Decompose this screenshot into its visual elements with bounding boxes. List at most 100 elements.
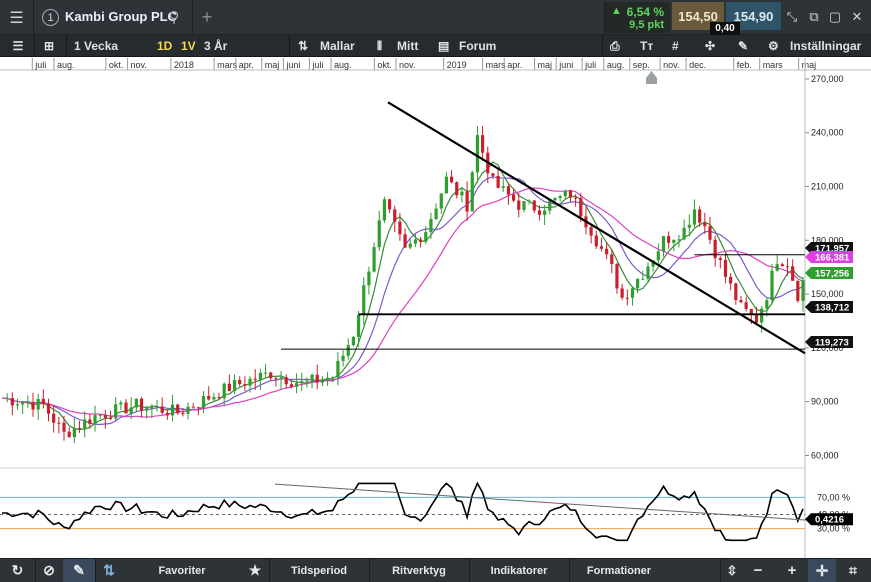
search-icon[interactable]: ⚲ xyxy=(168,9,180,26)
candle-body xyxy=(31,402,35,410)
star-icon[interactable]: ★ xyxy=(248,562,262,578)
x-tick-label: juni xyxy=(558,60,573,70)
candle-body xyxy=(698,209,702,223)
candle-body xyxy=(729,276,733,284)
print-icon[interactable]: ⎙ xyxy=(610,38,620,53)
spread-value: 0,40 xyxy=(710,22,740,35)
zoom-out-icon[interactable]: − xyxy=(753,562,763,579)
pen-icon[interactable]: ✎ xyxy=(63,559,95,582)
x-tick-label: mars xyxy=(217,60,237,70)
x-tick-label: maj xyxy=(538,60,553,70)
x-tick-label: okt. xyxy=(377,60,392,70)
templates-button[interactable]: Mallar xyxy=(320,39,355,53)
range-select[interactable]: 3 År xyxy=(204,39,228,53)
up-arrow-icon: ▲ xyxy=(611,5,622,17)
horizontal-lines[interactable] xyxy=(281,254,805,350)
drawing-tools-button[interactable]: Ritverktyg xyxy=(392,564,446,577)
list-icon[interactable]: ☰ xyxy=(12,39,24,53)
candle-body xyxy=(170,404,175,416)
period-button[interactable]: Tidsperiod xyxy=(290,564,348,577)
candle-body xyxy=(263,372,268,374)
price-label-text: 157,256 xyxy=(815,269,849,280)
candle-body xyxy=(217,397,221,399)
candle-body xyxy=(403,234,407,248)
settings-button[interactable]: Inställningar xyxy=(790,39,862,53)
interval-select[interactable]: 1 Vecka xyxy=(74,39,119,53)
candle-body xyxy=(599,246,604,249)
candle-body xyxy=(413,239,418,244)
candle-body xyxy=(646,266,650,279)
favorites-button[interactable]: Favoriter xyxy=(123,559,241,582)
price-label: 138,712 xyxy=(805,301,853,314)
candle-body xyxy=(243,384,247,386)
grid-icon[interactable]: # xyxy=(672,39,679,53)
candle-body xyxy=(269,372,273,379)
candle-body xyxy=(692,209,697,225)
moving-average-line xyxy=(2,176,804,426)
candle-body xyxy=(57,422,61,424)
scroll-marker-icon[interactable] xyxy=(646,71,657,84)
my-button[interactable]: Mitt xyxy=(397,39,419,53)
candle-body xyxy=(563,190,567,197)
instrument-name[interactable]: Kambi Group PLC xyxy=(65,9,177,24)
candle-body xyxy=(336,360,340,378)
crosshair-icon[interactable]: ✣ xyxy=(705,39,716,53)
y-tick-label: 150,000 xyxy=(811,289,844,299)
maximize-icon[interactable]: ▢ xyxy=(828,9,842,24)
moving-average-line xyxy=(2,187,804,418)
candle-body xyxy=(83,419,87,429)
sort-icon[interactable]: ⇅ xyxy=(103,562,115,578)
candle-body xyxy=(522,201,526,210)
divider xyxy=(34,35,35,57)
bid-price[interactable]: 154,50 xyxy=(672,2,724,30)
candle-body xyxy=(46,403,51,414)
candle-body xyxy=(517,200,521,210)
x-tick-label: aug. xyxy=(334,60,352,70)
candle-body xyxy=(579,197,583,217)
candle-body xyxy=(429,219,433,233)
candle-body xyxy=(315,374,319,383)
candle-body xyxy=(258,372,262,380)
fit-icon[interactable]: ⌗ xyxy=(849,562,857,578)
candle-body xyxy=(770,270,774,301)
popout-icon[interactable]: ⧉ xyxy=(809,9,819,24)
move-icon[interactable]: ⇳ xyxy=(726,562,738,578)
price-chart[interactable]: juli aug. okt. nov. 2018 mars apr. maj juni juli a… xyxy=(0,58,871,558)
candle-body xyxy=(98,414,102,416)
indicators-button[interactable]: Indikatorer xyxy=(490,564,548,577)
menu-icon[interactable]: ☰ xyxy=(0,0,34,35)
add-tab-icon[interactable]: + xyxy=(201,6,213,27)
candle-body xyxy=(232,380,237,392)
divider xyxy=(95,559,96,582)
candle-body xyxy=(72,427,76,438)
close-icon[interactable]: ✕ xyxy=(851,9,863,24)
candle-body xyxy=(718,258,722,260)
candle-body xyxy=(362,285,366,315)
refresh-icon[interactable]: ↻ xyxy=(11,562,24,578)
oscillator-current-value: 0,4216 xyxy=(815,515,844,526)
candle-body xyxy=(150,407,154,409)
forum-button[interactable]: Forum xyxy=(459,39,497,53)
formations-button[interactable]: Formationer xyxy=(586,564,652,577)
zoom-in-icon[interactable]: + xyxy=(787,562,797,579)
candle-body xyxy=(512,194,516,201)
zoom-1d-button[interactable]: 1D xyxy=(157,39,173,53)
zoom-1v-button[interactable]: 1V xyxy=(181,39,196,53)
text-size-icon[interactable]: Tт xyxy=(640,39,654,53)
candle-body xyxy=(434,208,438,220)
trendlines[interactable] xyxy=(387,101,806,355)
gear-icon[interactable]: ⚙ xyxy=(768,39,779,53)
x-tick-label: sep. xyxy=(633,60,650,70)
x-tick-label: mars xyxy=(763,60,783,70)
draw-icon[interactable]: ✎ xyxy=(738,39,749,53)
candle-body xyxy=(377,220,381,248)
oscillator-trendline xyxy=(274,483,806,521)
collapse-icon[interactable]: ⤡ xyxy=(786,9,798,24)
disable-icon[interactable]: ⊘ xyxy=(43,562,55,578)
crosshair-tool-icon[interactable]: ✛ xyxy=(808,559,836,582)
candle-body xyxy=(760,308,764,323)
candle-body xyxy=(481,135,485,153)
layout-icon[interactable]: ⊞ xyxy=(43,39,55,53)
candle-body xyxy=(207,395,211,400)
